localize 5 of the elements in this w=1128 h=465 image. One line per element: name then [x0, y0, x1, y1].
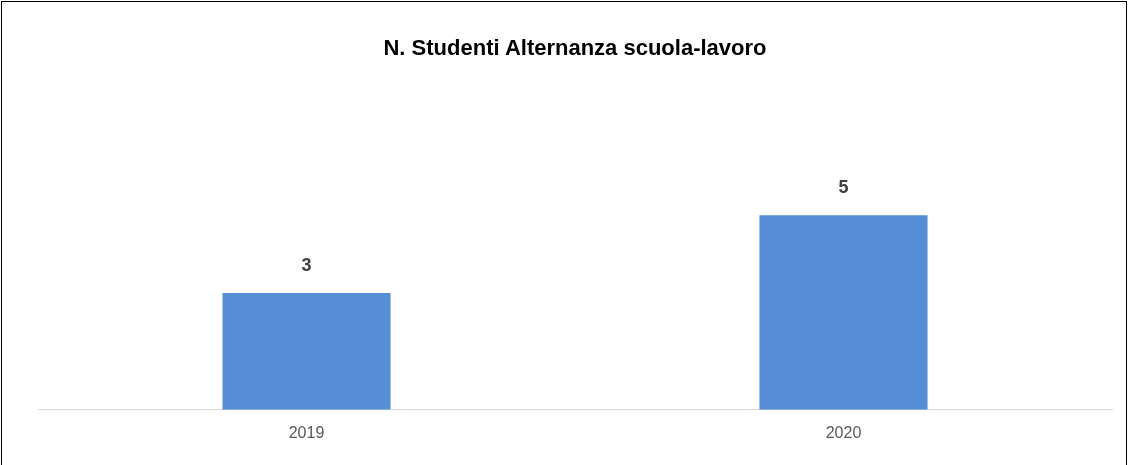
data-label: 5 — [838, 177, 849, 198]
x-tick-label: 2020 — [825, 423, 862, 441]
chart-title: N. Studenti Alternanza scuola-lavoro — [383, 35, 767, 61]
data-label: 3 — [301, 254, 312, 275]
x-tick-label: 2019 — [288, 423, 325, 441]
